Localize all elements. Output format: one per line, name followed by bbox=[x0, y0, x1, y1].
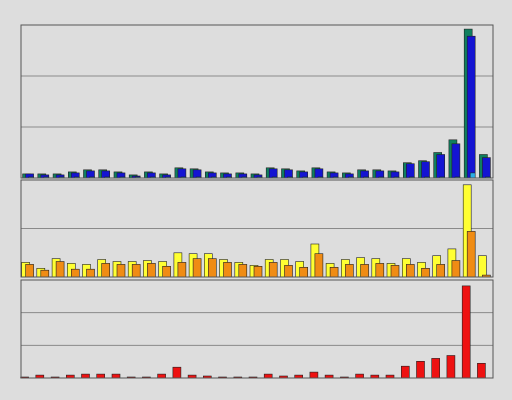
bar-1-1-22 bbox=[360, 264, 369, 278]
bar-1-1-7 bbox=[131, 264, 141, 278]
bar-1-1-23 bbox=[375, 263, 385, 278]
bar-1-1-2 bbox=[55, 261, 65, 278]
bar-2-0-4 bbox=[81, 373, 90, 379]
top-panel bbox=[20, 24, 494, 179]
bar-0-1-30 bbox=[482, 157, 491, 179]
plot-area bbox=[21, 280, 493, 378]
panel-frame bbox=[20, 24, 494, 179]
bar-2-0-26 bbox=[416, 360, 425, 379]
bar-1-1-10 bbox=[177, 262, 187, 278]
bar-1-1-15 bbox=[253, 265, 263, 278]
bar-1-1-12 bbox=[208, 258, 217, 278]
bar-0-2-29 bbox=[469, 172, 476, 179]
bar-2-0-16 bbox=[263, 373, 273, 379]
bar-1-1-0 bbox=[25, 264, 34, 278]
bar-1-1-9 bbox=[162, 265, 171, 278]
bar-1-1-5 bbox=[101, 263, 110, 278]
bar-2-0-9 bbox=[157, 373, 166, 379]
bar-1-1-11 bbox=[192, 258, 202, 278]
bar-0-1-25 bbox=[405, 163, 415, 179]
bar-1-1-26 bbox=[421, 267, 430, 278]
bar-1-1-8 bbox=[147, 263, 156, 278]
bottom-panel bbox=[20, 279, 494, 379]
bar-0-1-27 bbox=[436, 154, 446, 179]
bar-0-1-28 bbox=[451, 143, 461, 179]
bar-2-0-27 bbox=[431, 358, 441, 379]
bar-0-1-10 bbox=[177, 168, 187, 179]
bar-1-1-21 bbox=[345, 264, 354, 278]
bar-0-1-26 bbox=[421, 161, 430, 179]
bar-1-1-1 bbox=[40, 269, 50, 278]
panel-frame bbox=[20, 179, 494, 278]
bar-1-1-18 bbox=[299, 266, 309, 278]
bar-1-1-13 bbox=[223, 262, 232, 278]
bar-1-1-6 bbox=[116, 264, 126, 278]
bar-1-1-27 bbox=[436, 264, 446, 278]
bar-1-1-17 bbox=[284, 265, 293, 278]
plot-area bbox=[21, 25, 493, 178]
bar-1-1-3 bbox=[71, 268, 80, 278]
bar-2-0-30 bbox=[477, 362, 486, 379]
bar-1-1-29 bbox=[466, 231, 476, 278]
bar-0-1-29 bbox=[466, 35, 476, 179]
bar-2-0-29 bbox=[461, 285, 471, 379]
bar-1-1-16 bbox=[268, 262, 278, 278]
bar-2-0-22 bbox=[355, 373, 364, 379]
bar-2-0-6 bbox=[111, 373, 121, 379]
bar-0-1-16 bbox=[268, 168, 278, 179]
bar-1-1-25 bbox=[405, 264, 415, 278]
bar-0-1-19 bbox=[314, 168, 324, 179]
bar-2-0-19 bbox=[309, 371, 319, 379]
bar-2-0-10 bbox=[172, 366, 182, 379]
bar-1-1-24 bbox=[390, 265, 400, 278]
panel-frame bbox=[20, 279, 494, 379]
bar-1-1-4 bbox=[86, 268, 95, 278]
bar-1-1-19 bbox=[314, 253, 324, 278]
bar-1-1-28 bbox=[451, 260, 461, 278]
bar-2-0-28 bbox=[446, 355, 456, 379]
bar-1-1-20 bbox=[329, 266, 339, 278]
bar-2-0-5 bbox=[96, 373, 105, 379]
bar-1-1-14 bbox=[238, 264, 248, 278]
bar-1-0-30 bbox=[478, 255, 487, 278]
bar-2-0-25 bbox=[400, 365, 410, 379]
middle-panel bbox=[20, 179, 494, 278]
